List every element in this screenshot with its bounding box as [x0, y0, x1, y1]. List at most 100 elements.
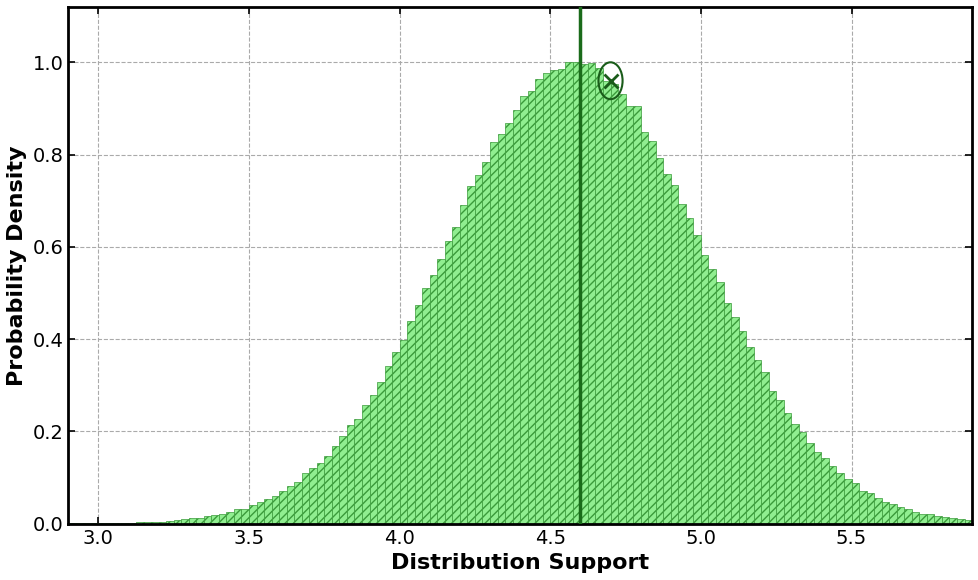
Bar — [783, 413, 790, 524]
Bar — [219, 513, 226, 524]
Bar — [279, 491, 287, 524]
Bar — [640, 132, 647, 524]
Bar — [113, 523, 121, 524]
Bar — [467, 186, 474, 524]
Bar — [949, 518, 956, 524]
Bar — [505, 122, 512, 524]
Bar — [512, 110, 519, 524]
Bar — [474, 175, 482, 524]
Bar — [859, 491, 866, 524]
Bar — [301, 473, 309, 524]
Bar — [926, 514, 933, 524]
Bar — [332, 446, 339, 524]
Bar — [753, 360, 760, 524]
Bar — [737, 331, 745, 524]
Bar — [535, 79, 542, 524]
Bar — [196, 518, 203, 524]
Bar — [617, 94, 625, 524]
Bar — [392, 352, 399, 524]
Bar — [821, 458, 828, 524]
Bar — [828, 466, 835, 524]
Bar — [151, 522, 158, 524]
Bar — [166, 521, 173, 524]
Bar — [670, 185, 678, 524]
Bar — [835, 473, 843, 524]
Bar — [362, 405, 369, 524]
Bar — [136, 523, 144, 524]
Bar — [384, 366, 392, 524]
Bar — [369, 395, 377, 524]
Bar — [798, 432, 806, 524]
Bar — [234, 509, 242, 524]
Bar — [956, 519, 963, 524]
Bar — [211, 515, 219, 524]
Bar — [731, 317, 737, 524]
Bar — [790, 424, 798, 524]
Bar — [121, 523, 128, 524]
Bar — [813, 452, 821, 524]
Bar — [460, 205, 467, 524]
Bar — [377, 382, 384, 524]
Bar — [144, 522, 151, 524]
Bar — [866, 493, 873, 524]
Bar — [873, 498, 881, 524]
Bar — [760, 372, 768, 524]
Bar — [309, 468, 317, 524]
Bar — [346, 425, 354, 524]
Bar — [692, 235, 700, 524]
Bar — [256, 502, 264, 524]
Bar — [203, 516, 211, 524]
Bar — [564, 62, 572, 524]
Bar — [490, 142, 497, 524]
Bar — [294, 481, 301, 524]
Bar — [542, 73, 550, 524]
Bar — [407, 321, 415, 524]
Bar — [602, 81, 610, 524]
Bar — [271, 496, 279, 524]
X-axis label: Distribution Support: Distribution Support — [390, 553, 648, 573]
Bar — [497, 134, 505, 524]
Bar — [963, 520, 971, 524]
Bar — [745, 347, 753, 524]
Bar — [888, 505, 896, 524]
Bar — [173, 520, 181, 524]
Bar — [595, 67, 602, 524]
Bar — [678, 204, 686, 524]
Bar — [662, 174, 670, 524]
Bar — [588, 63, 595, 524]
Bar — [580, 64, 588, 524]
Bar — [723, 303, 731, 524]
Bar — [715, 282, 723, 524]
Bar — [189, 519, 196, 524]
Bar — [572, 62, 580, 524]
Bar — [768, 390, 776, 524]
Bar — [452, 227, 460, 524]
Bar — [776, 400, 783, 524]
Bar — [625, 106, 633, 524]
Bar — [550, 70, 557, 524]
Bar — [911, 512, 918, 524]
Bar — [287, 486, 294, 524]
Y-axis label: Probability Density: Probability Density — [7, 145, 27, 386]
Bar — [158, 521, 166, 524]
Bar — [181, 520, 189, 524]
Bar — [557, 69, 564, 524]
Bar — [264, 499, 271, 524]
Bar — [918, 513, 926, 524]
Bar — [437, 259, 444, 524]
Bar — [933, 516, 941, 524]
Bar — [317, 463, 324, 524]
Bar — [633, 106, 640, 524]
Bar — [482, 162, 490, 524]
Bar — [444, 241, 452, 524]
Bar — [881, 502, 888, 524]
Bar — [248, 505, 256, 524]
Bar — [242, 509, 248, 524]
Bar — [324, 456, 332, 524]
Bar — [896, 508, 904, 524]
Bar — [708, 269, 715, 524]
Bar — [429, 276, 437, 524]
Bar — [128, 523, 136, 524]
Bar — [422, 288, 429, 524]
Bar — [415, 304, 422, 524]
